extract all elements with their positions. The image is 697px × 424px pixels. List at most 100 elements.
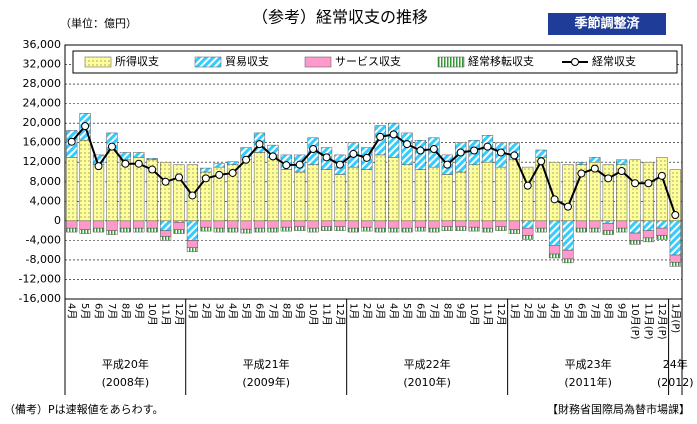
bar-segment: [186, 240, 199, 248]
bar-segment: [575, 161, 588, 165]
legend-swatch: [304, 56, 332, 68]
badge-bg: [548, 13, 666, 35]
bar-segment: [227, 227, 239, 233]
y-tick-label: 32,000: [23, 58, 62, 71]
line-marker: [631, 179, 640, 188]
bar-segment: [388, 227, 400, 233]
x-tick-label: 1月: [508, 303, 520, 319]
bar-segment: [508, 142, 520, 161]
bar-segment: [589, 227, 601, 233]
bar-segment: [401, 220, 413, 229]
legend-swatch: [437, 56, 465, 68]
line-marker: [429, 145, 438, 154]
bar-segment: [481, 227, 494, 233]
bar-segment: [267, 157, 279, 222]
line-marker: [510, 151, 519, 160]
line-marker: [523, 181, 532, 190]
bar-segment: [374, 227, 386, 233]
bar-segment: [562, 249, 574, 260]
bar-segment: [200, 167, 212, 173]
bar-segment: [414, 226, 427, 232]
chart-title: （参考）経常収支の推移: [252, 8, 428, 27]
bar-segment: [589, 157, 601, 163]
y-tick-label: 16,000: [23, 136, 62, 149]
bar-segment: [616, 220, 628, 229]
bar-segment: [146, 158, 158, 161]
line-marker: [604, 174, 613, 183]
bar-segment: [347, 220, 359, 229]
bar-segment: [535, 149, 547, 158]
year-label: 平成22年: [404, 357, 451, 371]
line-marker: [671, 210, 680, 219]
bar-segment: [307, 164, 319, 222]
bar-segment: [669, 254, 681, 263]
bar-segment: [92, 227, 105, 233]
bar-segment: [428, 220, 440, 229]
bar-segment: [455, 220, 467, 227]
bar-segment: [455, 142, 467, 173]
bar-segment: [119, 159, 131, 222]
bar-segment: [495, 166, 507, 222]
line-marker: [483, 142, 492, 151]
y-tick-label: -16,000: [19, 292, 61, 305]
x-tick-label: 8月: [119, 303, 131, 319]
x-tick-label: 9月: [616, 303, 628, 319]
line: [70, 124, 677, 216]
bar-segment: [602, 220, 614, 224]
legend-label: 所得収支: [115, 55, 159, 68]
bar-segment: [79, 220, 91, 230]
bar-segment: [146, 220, 158, 229]
year-sub: (2009年): [242, 375, 290, 389]
line-marker: [389, 130, 398, 139]
bar-segment: [280, 169, 292, 222]
y-tick-label: 12,000: [23, 155, 62, 168]
bar-segment: [455, 226, 467, 231]
line-marker: [470, 146, 479, 155]
x-tick-label: 8月: [602, 303, 614, 319]
bar-segment: [361, 169, 373, 222]
bar-segment: [66, 227, 78, 233]
bar-segment: [213, 227, 225, 233]
bar-segment: [253, 220, 266, 229]
bar-segment: [159, 230, 172, 237]
bar-segment: [414, 220, 427, 228]
bar-segment: [186, 247, 199, 252]
bar-segment: [119, 220, 131, 229]
bar-segment: [642, 237, 655, 243]
bar-segment: [213, 163, 225, 168]
bar-segment: [481, 161, 494, 222]
badge: 季節調整済: [573, 16, 640, 32]
bar-segment: [119, 227, 131, 233]
line-marker: [81, 122, 90, 131]
legend-marker: [571, 58, 579, 66]
line-marker: [228, 168, 237, 177]
bar-segment: [213, 220, 225, 229]
bar-segment: [253, 227, 266, 233]
line-marker: [255, 140, 264, 149]
bar-segment: [669, 262, 681, 267]
bar-segment: [79, 229, 91, 234]
bar-segment: [347, 227, 359, 233]
line-marker: [496, 148, 505, 157]
bar-segment: [642, 220, 655, 231]
bar-segment: [522, 227, 534, 236]
bar-segment: [173, 222, 185, 230]
bar-segment: [616, 159, 628, 165]
bar-segment: [374, 154, 386, 222]
bar-segment: [267, 220, 279, 229]
bar-segment: [307, 227, 319, 233]
line-marker: [309, 145, 318, 154]
x-tick-label: 10月: [468, 303, 480, 326]
bar-segment: [240, 228, 252, 234]
x-tick-label: 4月: [388, 303, 400, 319]
bar-segment: [401, 132, 413, 165]
x-tick-label: 9月: [133, 303, 145, 319]
line-marker: [242, 155, 251, 164]
x-tick-label: 2月: [522, 303, 534, 319]
legend-label: 経常収支: [592, 55, 636, 68]
x-tick-label: 11月(P): [642, 303, 654, 340]
bar-segment: [186, 220, 199, 241]
bar-segment: [334, 220, 346, 227]
